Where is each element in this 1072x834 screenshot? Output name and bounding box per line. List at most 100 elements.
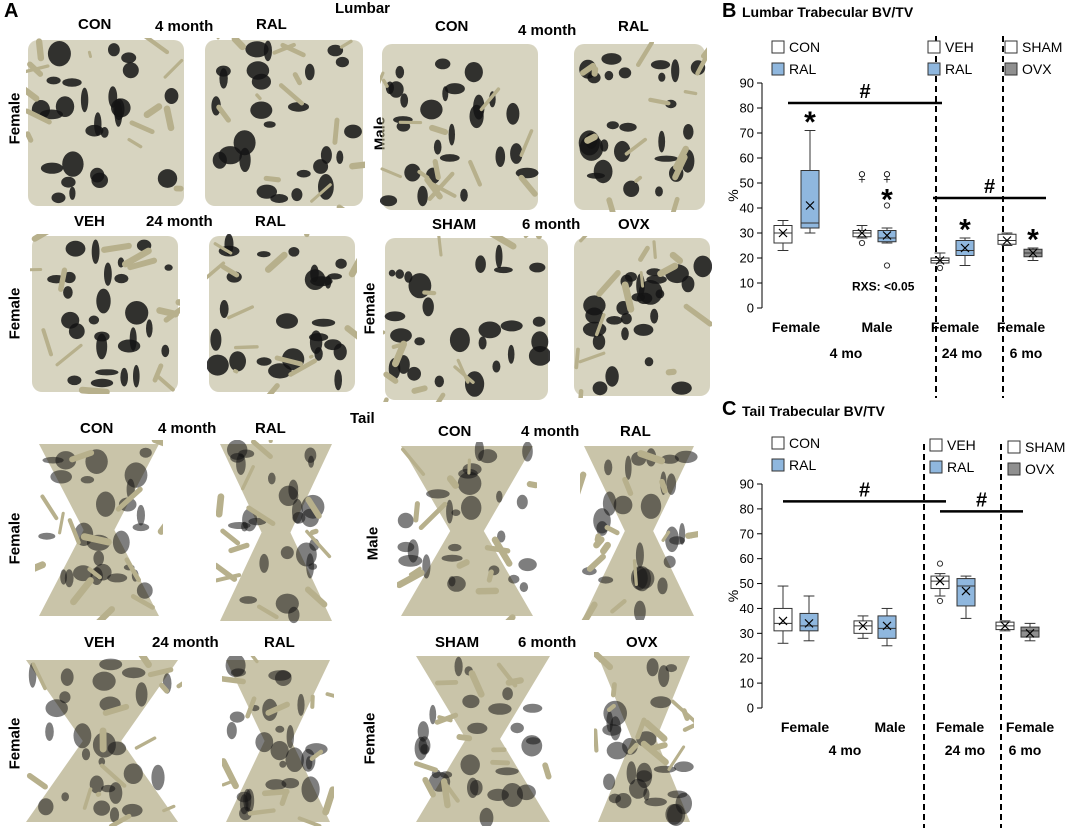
bone-strut [624, 137, 647, 156]
y-tick-label: 20 [740, 251, 754, 266]
legend-swatch [1004, 40, 1018, 54]
bone-pore [663, 555, 676, 568]
bone-strut [381, 78, 389, 88]
bone-pore [603, 773, 616, 790]
bone-pore [123, 763, 143, 784]
y-tick-label: 90 [740, 477, 754, 492]
bone-strut [526, 481, 537, 489]
legend-label: SHAM [1022, 39, 1062, 55]
bone-strut [31, 234, 49, 242]
bone-strut [163, 105, 175, 132]
box-iqr [1020, 626, 1040, 638]
bone-strut [518, 174, 538, 197]
bone-pore [500, 320, 523, 332]
bone-pore [448, 123, 455, 146]
bone-pore [280, 546, 294, 560]
y-tick-label: 10 [740, 276, 754, 291]
bone-pore [107, 573, 128, 583]
label-sex: Male [364, 526, 382, 561]
bone-pore [288, 247, 300, 257]
bone-strut [26, 86, 40, 102]
bone-strut [222, 780, 233, 787]
bone-pore [50, 470, 72, 484]
bone-pore [600, 139, 609, 152]
bone-strut [207, 261, 226, 280]
bone-pore [304, 447, 317, 463]
bone-strut [639, 271, 645, 288]
bone-strut [322, 786, 334, 816]
bone-pore [532, 316, 546, 327]
bone-pore [390, 328, 412, 343]
bone-strut [130, 593, 155, 610]
box-mean-marker [1025, 628, 1035, 638]
bone-pore [63, 286, 73, 299]
bone-strut [310, 183, 332, 203]
bone-strut [138, 656, 152, 669]
bone-pore [461, 495, 482, 520]
bone-strut [231, 38, 246, 51]
bone-strut [127, 137, 143, 149]
bone-strut [87, 50, 92, 58]
y-tick-label: 80 [740, 501, 754, 516]
bone-strut [578, 351, 606, 364]
bone-pore [94, 331, 110, 342]
legend-swatch [771, 62, 785, 76]
bone-strut [35, 561, 46, 572]
bone-pore [669, 536, 685, 545]
bone-strut [222, 758, 239, 790]
bone-pore [117, 339, 141, 353]
legend-label: SHAM [1025, 439, 1065, 455]
significance-hash: # [859, 479, 870, 501]
bone-strut [456, 559, 470, 569]
bone-pore [507, 344, 515, 364]
bone-strut [659, 478, 668, 494]
box-iqr [773, 225, 793, 244]
bone-pore [219, 300, 229, 318]
bone-pore [400, 93, 409, 108]
bone-pore [451, 509, 461, 516]
label-ral: RAL [620, 423, 651, 440]
bone-strut [255, 93, 262, 101]
bone-pore [139, 447, 152, 458]
bone-pore [125, 301, 149, 325]
bone-pore [45, 699, 68, 718]
bone-pore [429, 704, 437, 725]
bone-pore [601, 53, 622, 65]
bone-render-image [222, 656, 334, 826]
bone-strut [108, 813, 132, 826]
bone-strut [695, 50, 707, 76]
bone-pore [526, 737, 541, 745]
bone-strut [67, 518, 81, 545]
bone-strut [413, 761, 439, 773]
bone-strut [157, 523, 163, 535]
bone-pore [615, 793, 632, 809]
bone-pore [583, 295, 606, 316]
bone-pore [675, 792, 692, 815]
legend-swatch [927, 40, 941, 54]
bone-pore [604, 459, 613, 476]
bone-strut [621, 281, 635, 313]
bone-pore [239, 806, 252, 821]
bone-strut [58, 267, 68, 292]
box-outlier [883, 262, 891, 269]
bone-strut [574, 347, 580, 370]
bone-pore [626, 761, 637, 785]
bone-pore [448, 576, 456, 587]
label-age: 6 month [518, 634, 577, 651]
box-outlier [936, 264, 944, 272]
bone-strut [634, 175, 643, 183]
bone-pore [614, 140, 631, 162]
bone-strut [263, 175, 281, 183]
y-tick-label: 30 [740, 226, 754, 241]
box-outlier [883, 202, 891, 209]
bone-pore [448, 543, 462, 552]
bone-pore [109, 782, 123, 804]
bone-pore [417, 721, 429, 742]
bone-render-image [574, 236, 712, 398]
bone-strut [591, 66, 599, 77]
bone-pore [344, 124, 362, 139]
significance-asterisk: * [881, 184, 893, 217]
bone-strut [99, 763, 127, 788]
bone-render-image [397, 442, 537, 620]
box-iqr [930, 575, 950, 590]
